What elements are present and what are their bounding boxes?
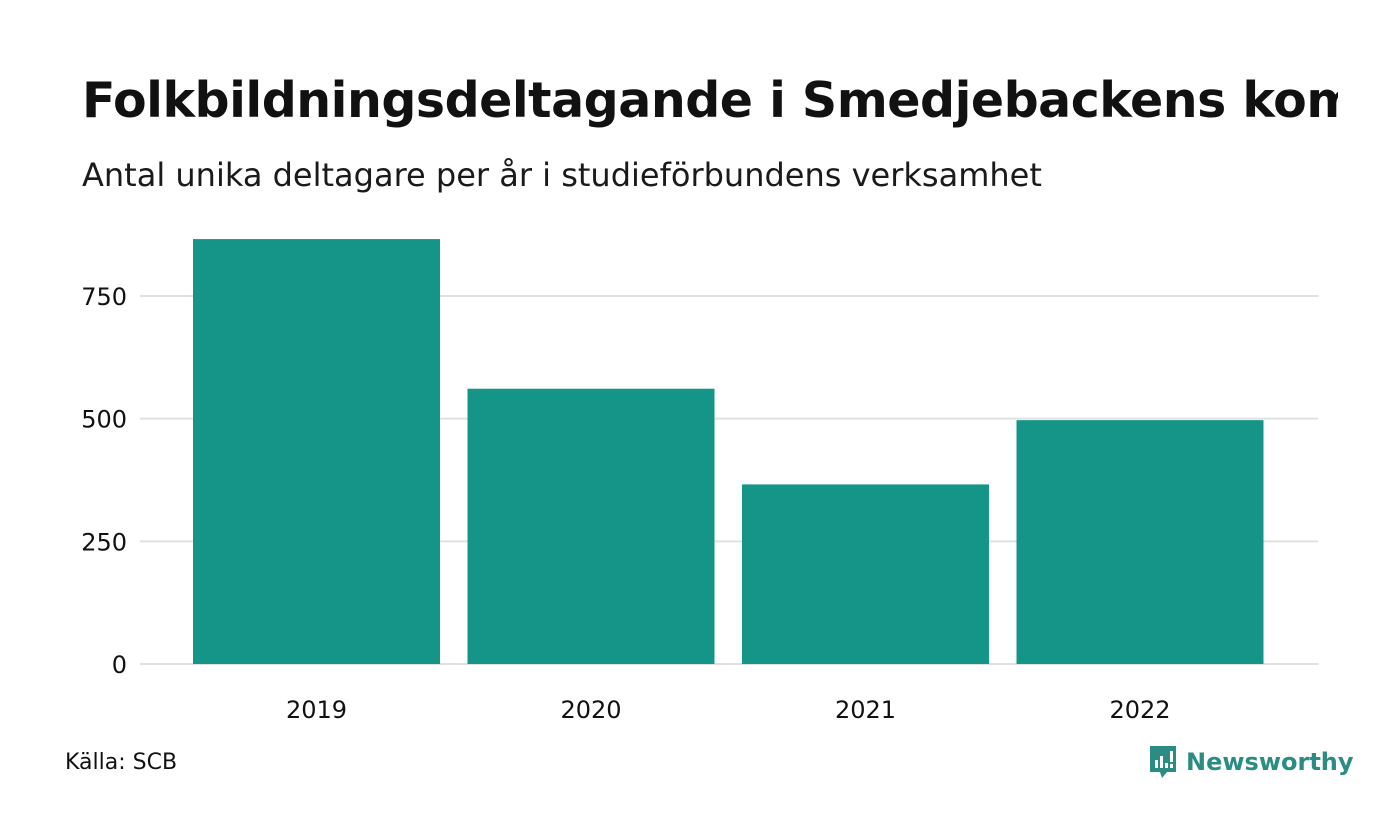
y-tick-label: 0 — [112, 651, 127, 679]
y-tick-label: 750 — [81, 283, 127, 311]
newsworthy-logo-icon — [1150, 746, 1176, 778]
x-tick-label: 2020 — [560, 696, 621, 724]
brand-name: Newsworthy — [1186, 748, 1354, 776]
y-tick-label: 250 — [81, 528, 127, 556]
chart-subtitle: Antal unika deltagare per år i studieför… — [82, 156, 1042, 194]
y-tick-label: 500 — [81, 406, 127, 434]
x-tick-label: 2021 — [835, 696, 896, 724]
bar-chart: 0 250 500 750 2019 2020 2021 2022 — [81, 239, 1318, 724]
x-tick-label: 2022 — [1109, 696, 1170, 724]
bar — [193, 239, 440, 664]
bar — [742, 484, 989, 664]
bar — [467, 388, 715, 664]
chart-title: Folkbildningsdeltagande i Smedjebackens … — [82, 72, 1338, 129]
bar — [1016, 420, 1264, 664]
source-note: Källa: SCB — [65, 750, 178, 775]
x-tick-label: 2019 — [286, 696, 347, 724]
brand-logo: Newsworthy — [1148, 744, 1354, 780]
